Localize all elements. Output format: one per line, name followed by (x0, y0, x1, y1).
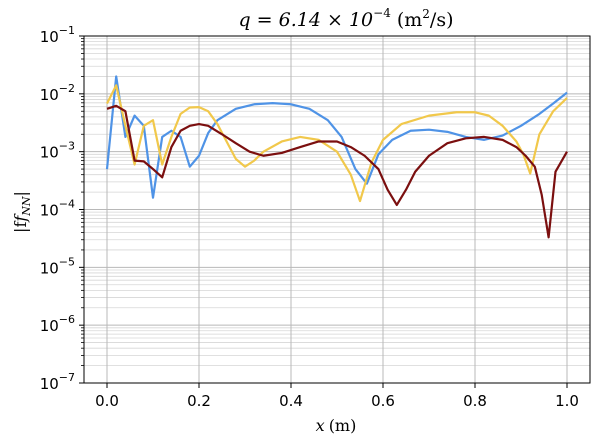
x-tick-label: 0.8 (463, 392, 487, 410)
y-tick-exponent: −7 (59, 371, 75, 384)
title-math: q = 6.14 × 10 (238, 9, 373, 31)
y-tick-labels: 10−110−210−310−410−510−610−7 (40, 24, 75, 393)
axes-frame (79, 35, 591, 388)
y-tick-label: 10−7 (40, 371, 75, 393)
y-axis-label-close: | (11, 191, 30, 196)
x-axis-label: x (m) (316, 416, 357, 435)
y-tick-exponent: −4 (59, 198, 75, 211)
y-axis-label-subscript: NN (20, 196, 33, 217)
chart-title: q = 6.14 × 10−4 (m2/s) (238, 6, 453, 31)
y-tick-exponent: −3 (59, 140, 75, 153)
series-line-2 (106, 84, 568, 203)
y-tick-label: 10−4 (40, 198, 75, 220)
y-tick-exponent: −6 (59, 313, 75, 326)
y-tick-base: 10 (40, 202, 59, 220)
y-axis-label-f: f (11, 213, 30, 223)
y-tick-exponent: −2 (59, 82, 75, 95)
x-tick-label: 1.0 (555, 392, 579, 410)
y-tick-exponent: −1 (59, 24, 75, 37)
y-tick-base: 10 (40, 86, 59, 104)
x-axis-label-var: x (316, 416, 325, 435)
x-tick-labels: 0.0 0.2 0.4 0.6 0.8 1.0 (95, 392, 579, 410)
y-tick-exponent: −5 (59, 255, 75, 268)
y-tick-label: 10−3 (40, 140, 75, 162)
y-tick-label: 10−1 (40, 24, 75, 46)
title-units-exponent: 2 (422, 7, 430, 21)
y-tick-base: 10 (40, 375, 59, 393)
x-tick-label: 0.2 (187, 392, 211, 410)
x-tick-label: 0.4 (279, 392, 303, 410)
x-axis-label-unit: (m) (329, 416, 357, 435)
y-tick-base: 10 (40, 144, 59, 162)
x-tick-label: 0.6 (371, 392, 395, 410)
series-group (105, 75, 568, 239)
grid (84, 35, 590, 384)
y-tick-base: 10 (40, 28, 59, 46)
x-tick-label: 0.0 (95, 392, 119, 410)
title-exponent: −4 (373, 6, 391, 20)
y-tick-base: 10 (40, 259, 59, 277)
y-axis-label: |ffNN| (11, 191, 33, 233)
title-units: (m (397, 9, 422, 31)
y-tick-label: 10−5 (40, 255, 75, 277)
series-line-3 (106, 104, 568, 239)
y-tick-base: 10 (40, 317, 59, 335)
title-units-tail: /s) (430, 9, 454, 31)
y-axis-label-open: |f (11, 221, 30, 233)
y-tick-label: 10−6 (40, 313, 75, 335)
y-tick-label: 10−2 (40, 82, 75, 104)
